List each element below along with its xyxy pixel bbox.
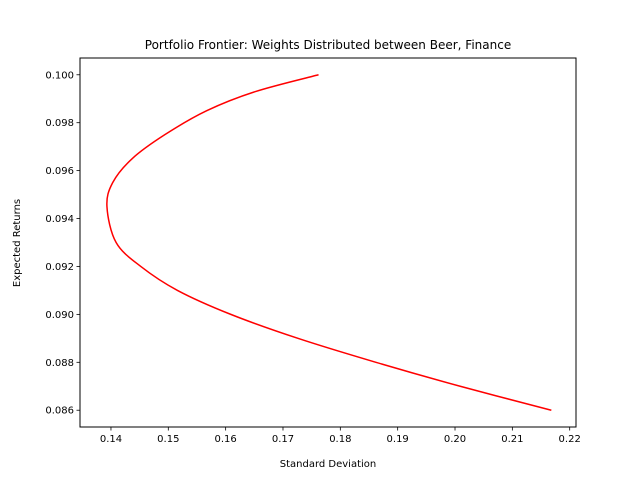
x-tick-label: 0.18 bbox=[329, 434, 351, 445]
x-tick-label: 0.22 bbox=[559, 434, 581, 445]
frontier-series-line bbox=[106, 74, 552, 411]
plot-frame bbox=[79, 57, 577, 428]
x-tick-label: 0.20 bbox=[444, 434, 466, 445]
y-tick-label: 0.094 bbox=[45, 214, 74, 225]
y-axis-ticks: 0.086 0.088 0.090 0.092 0.094 0.096 0.098 0.100 bbox=[45, 70, 80, 417]
x-tick-label: 0.16 bbox=[215, 434, 237, 445]
x-tick-label: 0.15 bbox=[157, 434, 179, 445]
y-tick-label: 0.100 bbox=[45, 70, 74, 81]
y-tick-label: 0.088 bbox=[45, 358, 74, 369]
x-tick-label: 0.14 bbox=[100, 434, 122, 445]
y-tick-label: 0.098 bbox=[45, 118, 74, 129]
x-tick-label: 0.19 bbox=[387, 434, 409, 445]
x-axis-label: Standard Deviation bbox=[280, 459, 377, 470]
chart-title: Portfolio Frontier: Weights Distributed … bbox=[145, 38, 511, 52]
y-axis-label: Expected Returns bbox=[12, 199, 23, 287]
x-tick-label: 0.21 bbox=[501, 434, 523, 445]
y-tick-label: 0.096 bbox=[45, 166, 74, 177]
x-axis-ticks: 0.14 0.15 0.16 0.17 0.18 0.19 0.20 0.21 0.22 bbox=[100, 427, 581, 445]
plot-area: 0.14 0.15 0.16 0.17 0.18 0.19 0.20 0.21 0.22 0.0… bbox=[45, 57, 581, 445]
x-tick-label: 0.17 bbox=[272, 434, 294, 445]
y-tick-label: 0.092 bbox=[45, 262, 74, 273]
y-tick-label: 0.090 bbox=[45, 310, 74, 321]
series-layer bbox=[106, 74, 552, 411]
y-tick-label: 0.086 bbox=[45, 406, 74, 417]
